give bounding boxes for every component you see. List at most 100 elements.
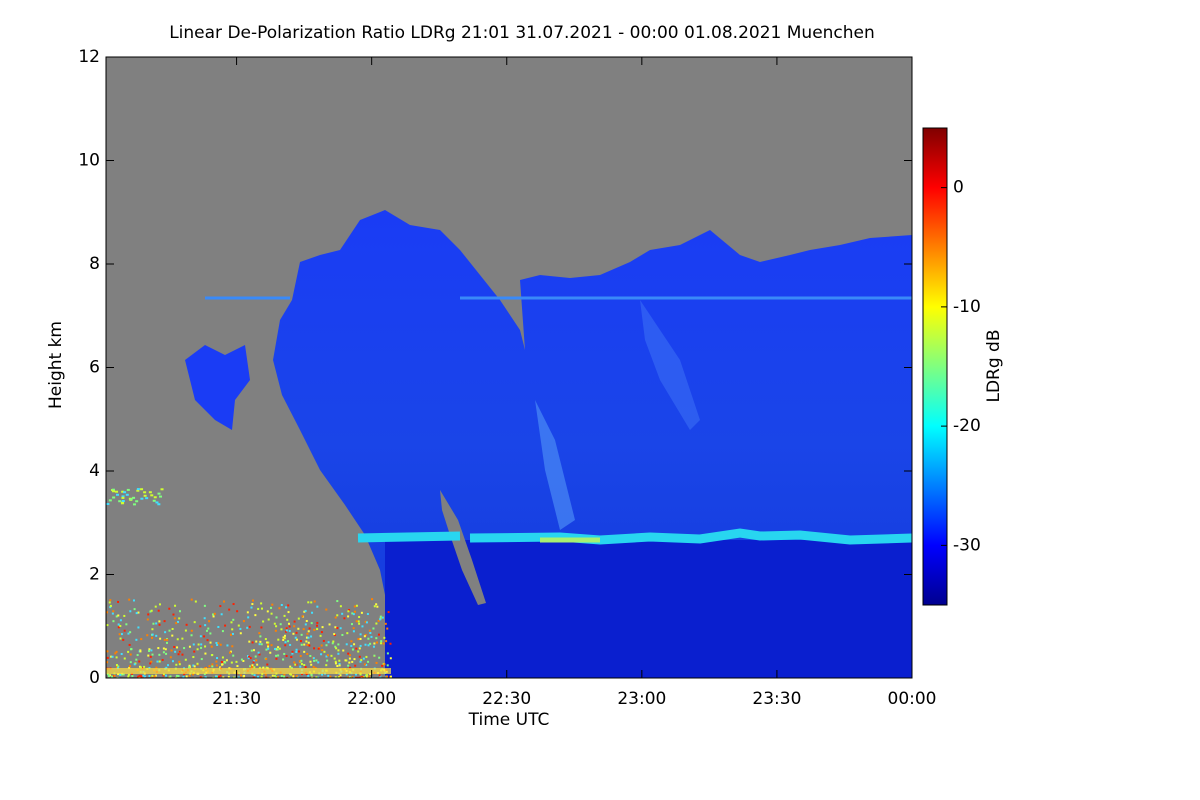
speckle (289, 643, 292, 646)
speckle (155, 501, 159, 504)
speckle (111, 488, 115, 491)
speckle (348, 654, 351, 657)
speckle (319, 634, 322, 637)
speckle (367, 660, 370, 663)
speckle (150, 609, 153, 612)
speckle (327, 674, 330, 677)
speckle (383, 636, 386, 639)
speckle (334, 662, 337, 665)
speckle (242, 675, 245, 678)
speckle (146, 634, 149, 637)
speckle (297, 617, 300, 620)
speckle (177, 675, 180, 678)
speckle (217, 675, 220, 678)
speckle (242, 676, 245, 678)
speckle (207, 627, 210, 630)
speckle (313, 600, 316, 603)
y-tick-label: 4 (89, 461, 100, 481)
speckle (276, 648, 279, 651)
speckle (266, 663, 269, 666)
speckle (347, 652, 350, 655)
speckle (213, 612, 216, 615)
speckle (275, 616, 278, 619)
field (106, 210, 912, 678)
speckle (358, 676, 361, 678)
speckle (209, 632, 212, 635)
speckle (251, 641, 254, 644)
speckle (192, 664, 195, 667)
speckle (290, 655, 293, 658)
speckle (361, 625, 364, 628)
speckle (221, 663, 224, 666)
speckle (260, 602, 263, 605)
speckle (196, 648, 199, 651)
speckle (192, 643, 195, 646)
speckle (184, 658, 187, 661)
speckle (108, 675, 111, 678)
speckle (317, 661, 320, 664)
speckle (108, 601, 111, 604)
speckle (199, 625, 202, 628)
speckle (322, 639, 325, 642)
speckle (224, 661, 227, 664)
speckle (112, 610, 115, 613)
speckle (115, 656, 118, 659)
speckle (364, 620, 367, 623)
speckle (121, 496, 125, 499)
x-tick-label: 22:00 (347, 689, 396, 709)
speckle (377, 619, 380, 622)
speckle (152, 622, 155, 625)
speckle (307, 636, 310, 639)
speckle (176, 638, 179, 641)
speckle (377, 633, 380, 636)
speckle (358, 616, 361, 619)
speckle (225, 659, 228, 662)
speckle (339, 627, 342, 630)
speckle (267, 618, 270, 621)
speckle (345, 643, 348, 646)
speckle (217, 642, 220, 645)
speckle (254, 655, 257, 658)
speckle (157, 609, 160, 612)
speckle (336, 614, 339, 617)
speckle (129, 661, 132, 664)
speckle (249, 657, 252, 660)
speckle (224, 624, 227, 627)
aerosol-layer (357, 528, 912, 545)
speckle (368, 629, 371, 632)
colorbar-tick-label: -10 (953, 297, 981, 317)
speckle (270, 606, 273, 609)
speckle (365, 663, 368, 666)
speckle (280, 603, 283, 606)
speckle (113, 674, 116, 677)
speckle (303, 664, 306, 667)
speckle (353, 605, 356, 608)
speckle (310, 622, 313, 625)
speckle (345, 673, 348, 676)
speckle (338, 659, 341, 662)
speckle (192, 673, 195, 676)
x-tick-label: 22:30 (482, 689, 531, 709)
speckle (140, 675, 143, 678)
speckle (181, 637, 184, 640)
speckle (219, 666, 222, 669)
speckle (178, 663, 181, 666)
speckle (219, 643, 222, 646)
speckle (336, 627, 339, 630)
speckle (123, 629, 126, 632)
speckle (216, 657, 219, 660)
speckle (291, 652, 294, 655)
speckle (260, 626, 263, 629)
speckle (151, 674, 154, 677)
speckle (357, 620, 360, 623)
speckle (110, 655, 113, 658)
speckle (277, 646, 280, 649)
speckle (168, 676, 171, 678)
speckle (315, 624, 318, 627)
speckle (216, 643, 219, 646)
speckle (313, 628, 316, 631)
speckle (115, 490, 119, 493)
speckle (190, 598, 193, 601)
speckle (247, 655, 250, 658)
